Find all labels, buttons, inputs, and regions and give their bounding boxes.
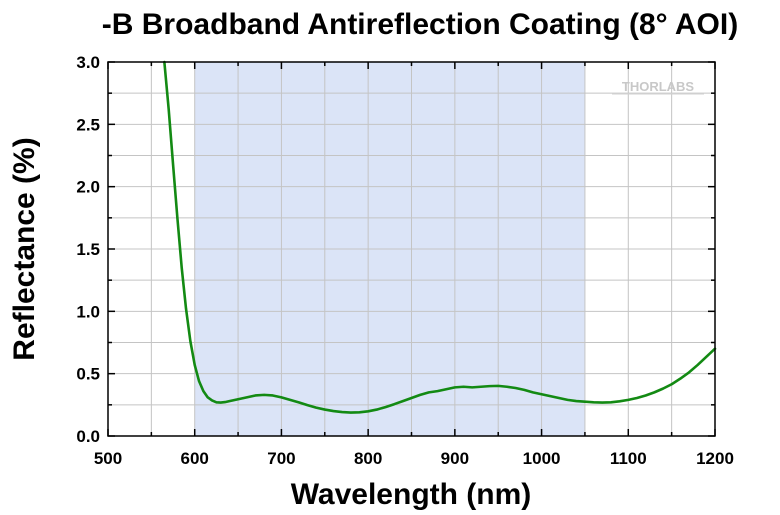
x-tick-label: 900 <box>441 449 469 468</box>
y-tick-label: 1.5 <box>76 240 100 259</box>
x-tick-label: 1200 <box>696 449 734 468</box>
logo-underline <box>612 93 704 95</box>
y-tick-label: 3.0 <box>76 53 100 72</box>
series-line <box>163 60 717 414</box>
y-tick-label: 1.0 <box>76 302 100 321</box>
x-tick-label: 500 <box>94 449 122 468</box>
chart-title: -B Broadband Antireflection Coating (8° … <box>102 8 738 41</box>
x-tick-label: 600 <box>181 449 209 468</box>
x-tick-label: 800 <box>354 449 382 468</box>
logo-text: THORLABS <box>622 79 695 94</box>
y-tick-labels: 0.0 0.5 1.0 1.5 2.0 2.5 3.0 <box>76 53 100 446</box>
grid-lines <box>108 62 715 436</box>
x-tick-label: 700 <box>267 449 295 468</box>
y-tick-label: 2.5 <box>76 115 100 134</box>
series-layer <box>163 60 717 414</box>
axis-ticks <box>107 61 716 437</box>
y-tick-label: 0.0 <box>76 427 100 446</box>
x-tick-label: 1000 <box>523 449 561 468</box>
x-tick-label: 1100 <box>610 449 647 468</box>
plot-area <box>107 60 717 437</box>
y-tick-label: 2.0 <box>76 178 100 197</box>
thorlabs-logo: THORLABS <box>612 79 704 95</box>
y-axis-label: Reflectance (%) <box>8 137 41 360</box>
x-axis-label: Wavelength (nm) <box>291 478 532 511</box>
y-tick-label: 0.5 <box>76 365 100 384</box>
x-tick-labels: 500 600 700 800 900 1000 1100 1200 <box>94 449 734 468</box>
